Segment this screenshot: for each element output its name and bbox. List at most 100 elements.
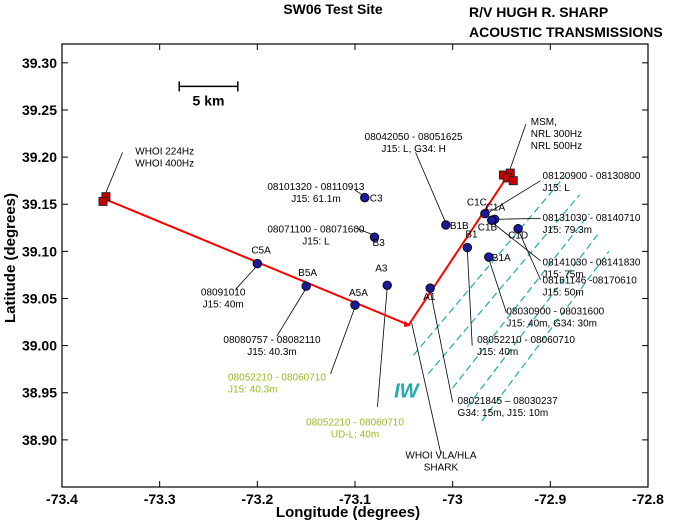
annotation-leader bbox=[415, 152, 447, 224]
mooring-point bbox=[369, 232, 380, 242]
plot-area: -73.4 -73.3 -73.2 -73.1 -73 -72.9 -72.8 38.90 38… bbox=[22, 43, 664, 507]
annotation-leader bbox=[508, 123, 527, 172]
mooring-label: C1A bbox=[486, 202, 506, 213]
annotation-text: UD-L: 40m bbox=[331, 430, 379, 441]
x-axis-title: Longitude (degrees) bbox=[276, 504, 420, 521]
y-tick-label: 39.00 bbox=[22, 338, 57, 354]
annotation-leader bbox=[276, 287, 307, 337]
y-tick-label: 39.30 bbox=[22, 55, 57, 71]
annotation-text: G34: 15m, J15: 10m bbox=[458, 408, 549, 419]
mooring-label: C1C bbox=[467, 198, 487, 209]
annotation-leader bbox=[491, 221, 541, 262]
mooring-label: C1D bbox=[508, 231, 528, 242]
mooring-label: B1A bbox=[492, 253, 511, 264]
iw-label: IW bbox=[394, 380, 421, 402]
annotation-text: 08101320 - 08110913 bbox=[267, 182, 365, 193]
mooring-label: C1B bbox=[478, 222, 498, 233]
mooring-point bbox=[441, 220, 451, 230]
annotation-text: J15: L bbox=[302, 237, 330, 248]
annotation-text: 08042050 - 08051625 bbox=[365, 132, 463, 143]
mooring-point bbox=[301, 281, 311, 291]
y-axis-title: Latitude (degrees) bbox=[2, 193, 19, 323]
annotation-text: J15: 79.3m bbox=[543, 225, 592, 236]
internal-wave-front bbox=[466, 232, 600, 408]
source-marker bbox=[508, 176, 518, 186]
annotation-leader bbox=[104, 152, 123, 195]
annotation-text: WHOI VLA/HLA bbox=[405, 451, 476, 462]
mooring-label: A5A bbox=[349, 288, 368, 299]
annotation-text: J15: 61.1m bbox=[291, 194, 340, 205]
annotation-leader bbox=[330, 306, 356, 375]
annotation-text: 08141030 - 08141830 bbox=[543, 258, 641, 269]
internal-wave-front bbox=[481, 251, 610, 422]
mooring-point bbox=[462, 242, 473, 253]
annotation-leader bbox=[411, 322, 442, 455]
y-tick-label: 39.05 bbox=[22, 290, 57, 306]
annotation-leader bbox=[494, 217, 541, 220]
y-tick-label: 39.15 bbox=[22, 196, 57, 212]
annotation-text: 08120900 - 08130800 bbox=[543, 171, 641, 182]
annotation-text: J15: 50m bbox=[543, 287, 584, 298]
mooring-point bbox=[487, 215, 497, 225]
x-tick-label: -73.1 bbox=[339, 491, 371, 507]
annotation-leader bbox=[517, 229, 541, 280]
scale-bar-label: 5 km bbox=[193, 92, 225, 108]
annotation-text: J15: 75m bbox=[543, 270, 584, 281]
annotation-text: 08052210 - 08060710 bbox=[306, 418, 404, 429]
annotation-leader bbox=[488, 258, 507, 313]
annotation-leader bbox=[466, 249, 473, 346]
annotation-text: WHOI 400Hz bbox=[135, 158, 194, 169]
internal-wave-front bbox=[427, 194, 581, 375]
annotation-text: NRL 300Hz bbox=[531, 129, 582, 140]
annotation-text: 08071100 - 08071600 bbox=[267, 225, 365, 236]
annotation-leader bbox=[486, 180, 541, 215]
internal-wave-front bbox=[413, 175, 566, 356]
annotation-text: 08052210 - 08060710 bbox=[477, 335, 575, 346]
header-right-line1: R/V HUGH R. SHARP bbox=[469, 4, 608, 20]
mooring-label: B1 bbox=[465, 230, 478, 241]
mooring-label: A1 bbox=[423, 292, 436, 303]
annotation-leader bbox=[429, 289, 454, 403]
annotation-text: J15: 40.3m bbox=[247, 347, 296, 358]
annotation-text: 08131030 - 08140710 bbox=[543, 213, 641, 224]
mooring-label: B5A bbox=[298, 268, 317, 279]
track-turn-marker bbox=[403, 320, 411, 327]
annotation-leader bbox=[377, 287, 388, 407]
x-tick-label: -72.9 bbox=[534, 491, 566, 507]
x-tick-label: -73.4 bbox=[46, 491, 78, 507]
mooring-point bbox=[252, 258, 263, 269]
x-tick-label: -73.3 bbox=[144, 491, 176, 507]
mooring-label: C5A bbox=[251, 246, 271, 257]
annotation-text: 08052210 - 08060710 bbox=[228, 372, 326, 383]
chart-title: SW06 Test Site bbox=[283, 1, 383, 17]
annotation-text: J15: L, G34: H bbox=[381, 144, 445, 155]
mooring-label: B1B bbox=[450, 221, 469, 232]
annotation-text: J15: 40m, G34: 30m bbox=[506, 319, 597, 330]
mooring-point bbox=[382, 280, 392, 290]
annotation-text: MSM, bbox=[531, 117, 557, 128]
mooring-point bbox=[425, 283, 435, 293]
y-tick-label: 38.90 bbox=[22, 432, 57, 448]
annotation-text: SHARK bbox=[424, 463, 459, 474]
annotation-text: J15: 40m bbox=[477, 347, 518, 358]
y-tick-label: 38.95 bbox=[22, 385, 57, 401]
mooring-label: A3 bbox=[375, 263, 388, 274]
mooring-point bbox=[360, 192, 370, 203]
annotation-text: J15: L bbox=[543, 183, 571, 194]
y-tick-label: 39.25 bbox=[22, 102, 57, 118]
mooring-point bbox=[484, 252, 494, 262]
x-tick-label: -73.2 bbox=[241, 491, 273, 507]
annotation-text: 08021845 – 08030237 bbox=[458, 396, 559, 407]
mooring-point bbox=[513, 224, 523, 234]
annotation-text: NRL 500Hz bbox=[531, 141, 582, 152]
mooring-label: C3 bbox=[370, 194, 383, 205]
annotation-text: J15: 40.3m bbox=[228, 384, 277, 395]
y-tick-label: 39.20 bbox=[22, 149, 57, 165]
annotation-text: 08030900 - 08031600 bbox=[506, 307, 604, 318]
mooring-point bbox=[480, 208, 490, 219]
annotation-text: 08080757 - 08082110 bbox=[223, 335, 321, 346]
y-tick-label: 39.10 bbox=[22, 243, 57, 259]
header-right-line2: ACOUSTIC TRANSMISSIONS bbox=[469, 24, 663, 40]
annotation-leader bbox=[235, 265, 258, 290]
